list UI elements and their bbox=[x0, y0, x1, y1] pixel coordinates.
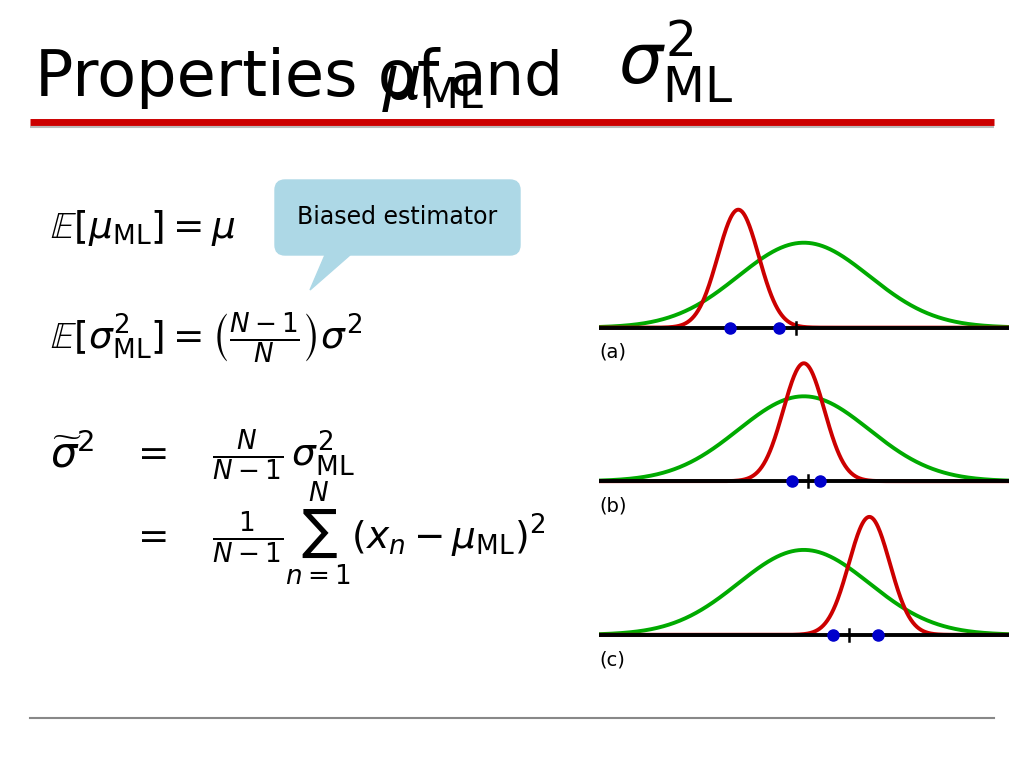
Text: (a): (a) bbox=[599, 343, 626, 362]
Text: $\widetilde{\sigma}^2$: $\widetilde{\sigma}^2$ bbox=[50, 434, 94, 476]
Text: $=\quad\frac{N}{N-1}\,\sigma^2_{\rm ML}$: $=\quad\frac{N}{N-1}\,\sigma^2_{\rm ML}$ bbox=[130, 427, 355, 483]
Text: (c): (c) bbox=[599, 650, 625, 669]
Polygon shape bbox=[310, 255, 350, 290]
Text: $\mathbb{E}[\sigma^2_{\rm ML}] = \left(\frac{N-1}{N}\right)\sigma^2$: $\mathbb{E}[\sigma^2_{\rm ML}] = \left(\… bbox=[50, 310, 362, 366]
FancyBboxPatch shape bbox=[275, 180, 520, 255]
Text: $=\quad\frac{1}{N-1}\sum_{n=1}^{N}(x_n - \mu_{\rm ML})^2$: $=\quad\frac{1}{N-1}\sum_{n=1}^{N}(x_n -… bbox=[130, 481, 545, 589]
Text: Properties of: Properties of bbox=[35, 47, 439, 109]
Text: $\mu_{\rm ML}$: $\mu_{\rm ML}$ bbox=[382, 54, 484, 114]
Text: (b): (b) bbox=[599, 497, 627, 515]
Text: and: and bbox=[449, 48, 563, 108]
Text: $\mathbb{E}[\mu_{\rm ML}] = \mu$: $\mathbb{E}[\mu_{\rm ML}] = \mu$ bbox=[50, 208, 236, 248]
Text: Biased estimator: Biased estimator bbox=[297, 206, 498, 230]
Text: $\sigma^2_{\rm ML}$: $\sigma^2_{\rm ML}$ bbox=[618, 19, 733, 105]
